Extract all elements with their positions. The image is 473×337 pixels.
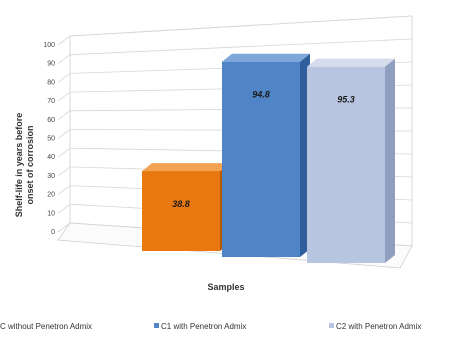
gridline-depth xyxy=(58,36,70,45)
bar-c1-top xyxy=(222,54,310,62)
gridline-depth xyxy=(58,73,70,82)
y-tick-label: 0 xyxy=(51,229,55,236)
bar-c-top xyxy=(142,163,230,171)
gridline-depth xyxy=(58,204,70,213)
gridline-depth xyxy=(58,92,70,101)
bar-c2-top xyxy=(307,59,395,67)
legend-label-c1: C1 with Penetron Admix xyxy=(161,322,246,331)
y-tick-label: 20 xyxy=(47,192,55,199)
bar-c2-side xyxy=(385,59,395,263)
y-axis-title-line2: onset of corrosion xyxy=(25,125,35,204)
gridline-depth xyxy=(58,130,70,139)
legend-label-c2: C2 with Penetron Admix xyxy=(336,322,421,331)
y-axis-title-line1: Shelf-life in years before xyxy=(14,113,24,218)
y-tick-label: 30 xyxy=(47,173,55,180)
y-tick-label: 90 xyxy=(47,61,55,68)
y-axis-ticks: 0 10 20 30 40 50 60 70 80 90 100 xyxy=(43,42,55,236)
gridline-depth xyxy=(58,148,70,157)
y-tick-label: 60 xyxy=(47,117,55,124)
bar-c xyxy=(142,171,220,251)
gridline-depth xyxy=(58,55,70,64)
data-label-c2: 95.3 xyxy=(337,95,355,105)
data-label-c: 38.8 xyxy=(172,199,190,209)
y-tick-label: 50 xyxy=(47,136,55,143)
legend-swatch-c2 xyxy=(329,323,334,328)
y-tick-label: 10 xyxy=(47,210,55,217)
gridline-depth xyxy=(58,186,70,195)
legend-swatch-c1 xyxy=(154,323,159,328)
gridline-depth xyxy=(58,111,70,120)
data-label-c1: 94.8 xyxy=(252,90,270,100)
legend: C without Penetron Admix C1 with Penetro… xyxy=(0,322,421,331)
y-tick-label: 40 xyxy=(47,154,55,161)
y-tick-label: 70 xyxy=(47,98,55,105)
y-tick-label: 100 xyxy=(43,42,55,49)
legend-label-c: C without Penetron Admix xyxy=(0,322,92,331)
x-axis-title: Samples xyxy=(207,282,244,292)
gridline-depth xyxy=(58,167,70,176)
y-tick-label: 80 xyxy=(47,79,55,86)
